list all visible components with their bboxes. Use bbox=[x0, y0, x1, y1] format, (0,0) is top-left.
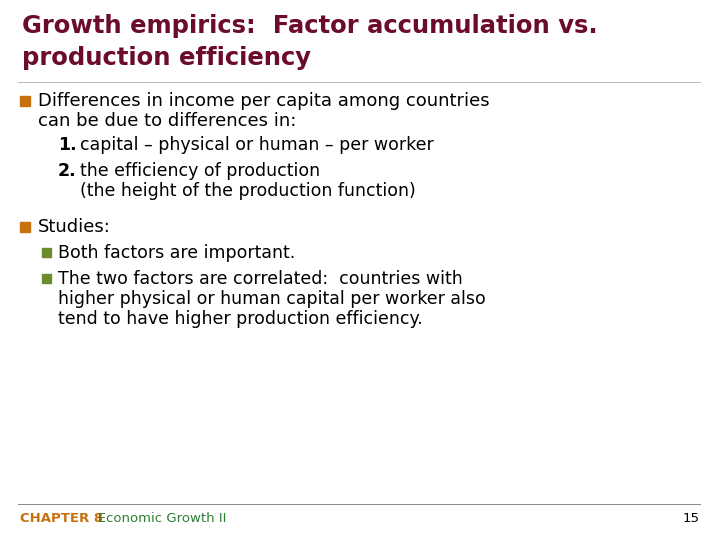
Text: Both factors are important.: Both factors are important. bbox=[58, 244, 295, 262]
Bar bbox=[42, 248, 51, 257]
Text: (the height of the production function): (the height of the production function) bbox=[80, 182, 415, 200]
Text: CHAPTER 8: CHAPTER 8 bbox=[20, 512, 103, 525]
Text: 15: 15 bbox=[683, 512, 700, 525]
Text: production efficiency: production efficiency bbox=[22, 46, 311, 70]
Text: higher physical or human capital per worker also: higher physical or human capital per wor… bbox=[58, 290, 486, 308]
Bar bbox=[42, 274, 51, 283]
Text: The two factors are correlated:  countries with: The two factors are correlated: countrie… bbox=[58, 270, 463, 288]
Text: 1.: 1. bbox=[58, 136, 76, 154]
Text: Differences in income per capita among countries: Differences in income per capita among c… bbox=[38, 92, 490, 110]
Text: can be due to differences in:: can be due to differences in: bbox=[38, 112, 297, 130]
Text: tend to have higher production efficiency.: tend to have higher production efficienc… bbox=[58, 310, 423, 328]
Text: Economic Growth II: Economic Growth II bbox=[85, 512, 226, 525]
Text: Growth empirics:  Factor accumulation vs.: Growth empirics: Factor accumulation vs. bbox=[22, 14, 598, 38]
Text: 2.: 2. bbox=[58, 162, 76, 180]
Bar bbox=[20, 96, 30, 106]
Text: Studies:: Studies: bbox=[38, 218, 111, 236]
Text: the efficiency of production: the efficiency of production bbox=[80, 162, 320, 180]
Text: capital – physical or human – per worker: capital – physical or human – per worker bbox=[80, 136, 433, 154]
Bar bbox=[20, 222, 30, 232]
